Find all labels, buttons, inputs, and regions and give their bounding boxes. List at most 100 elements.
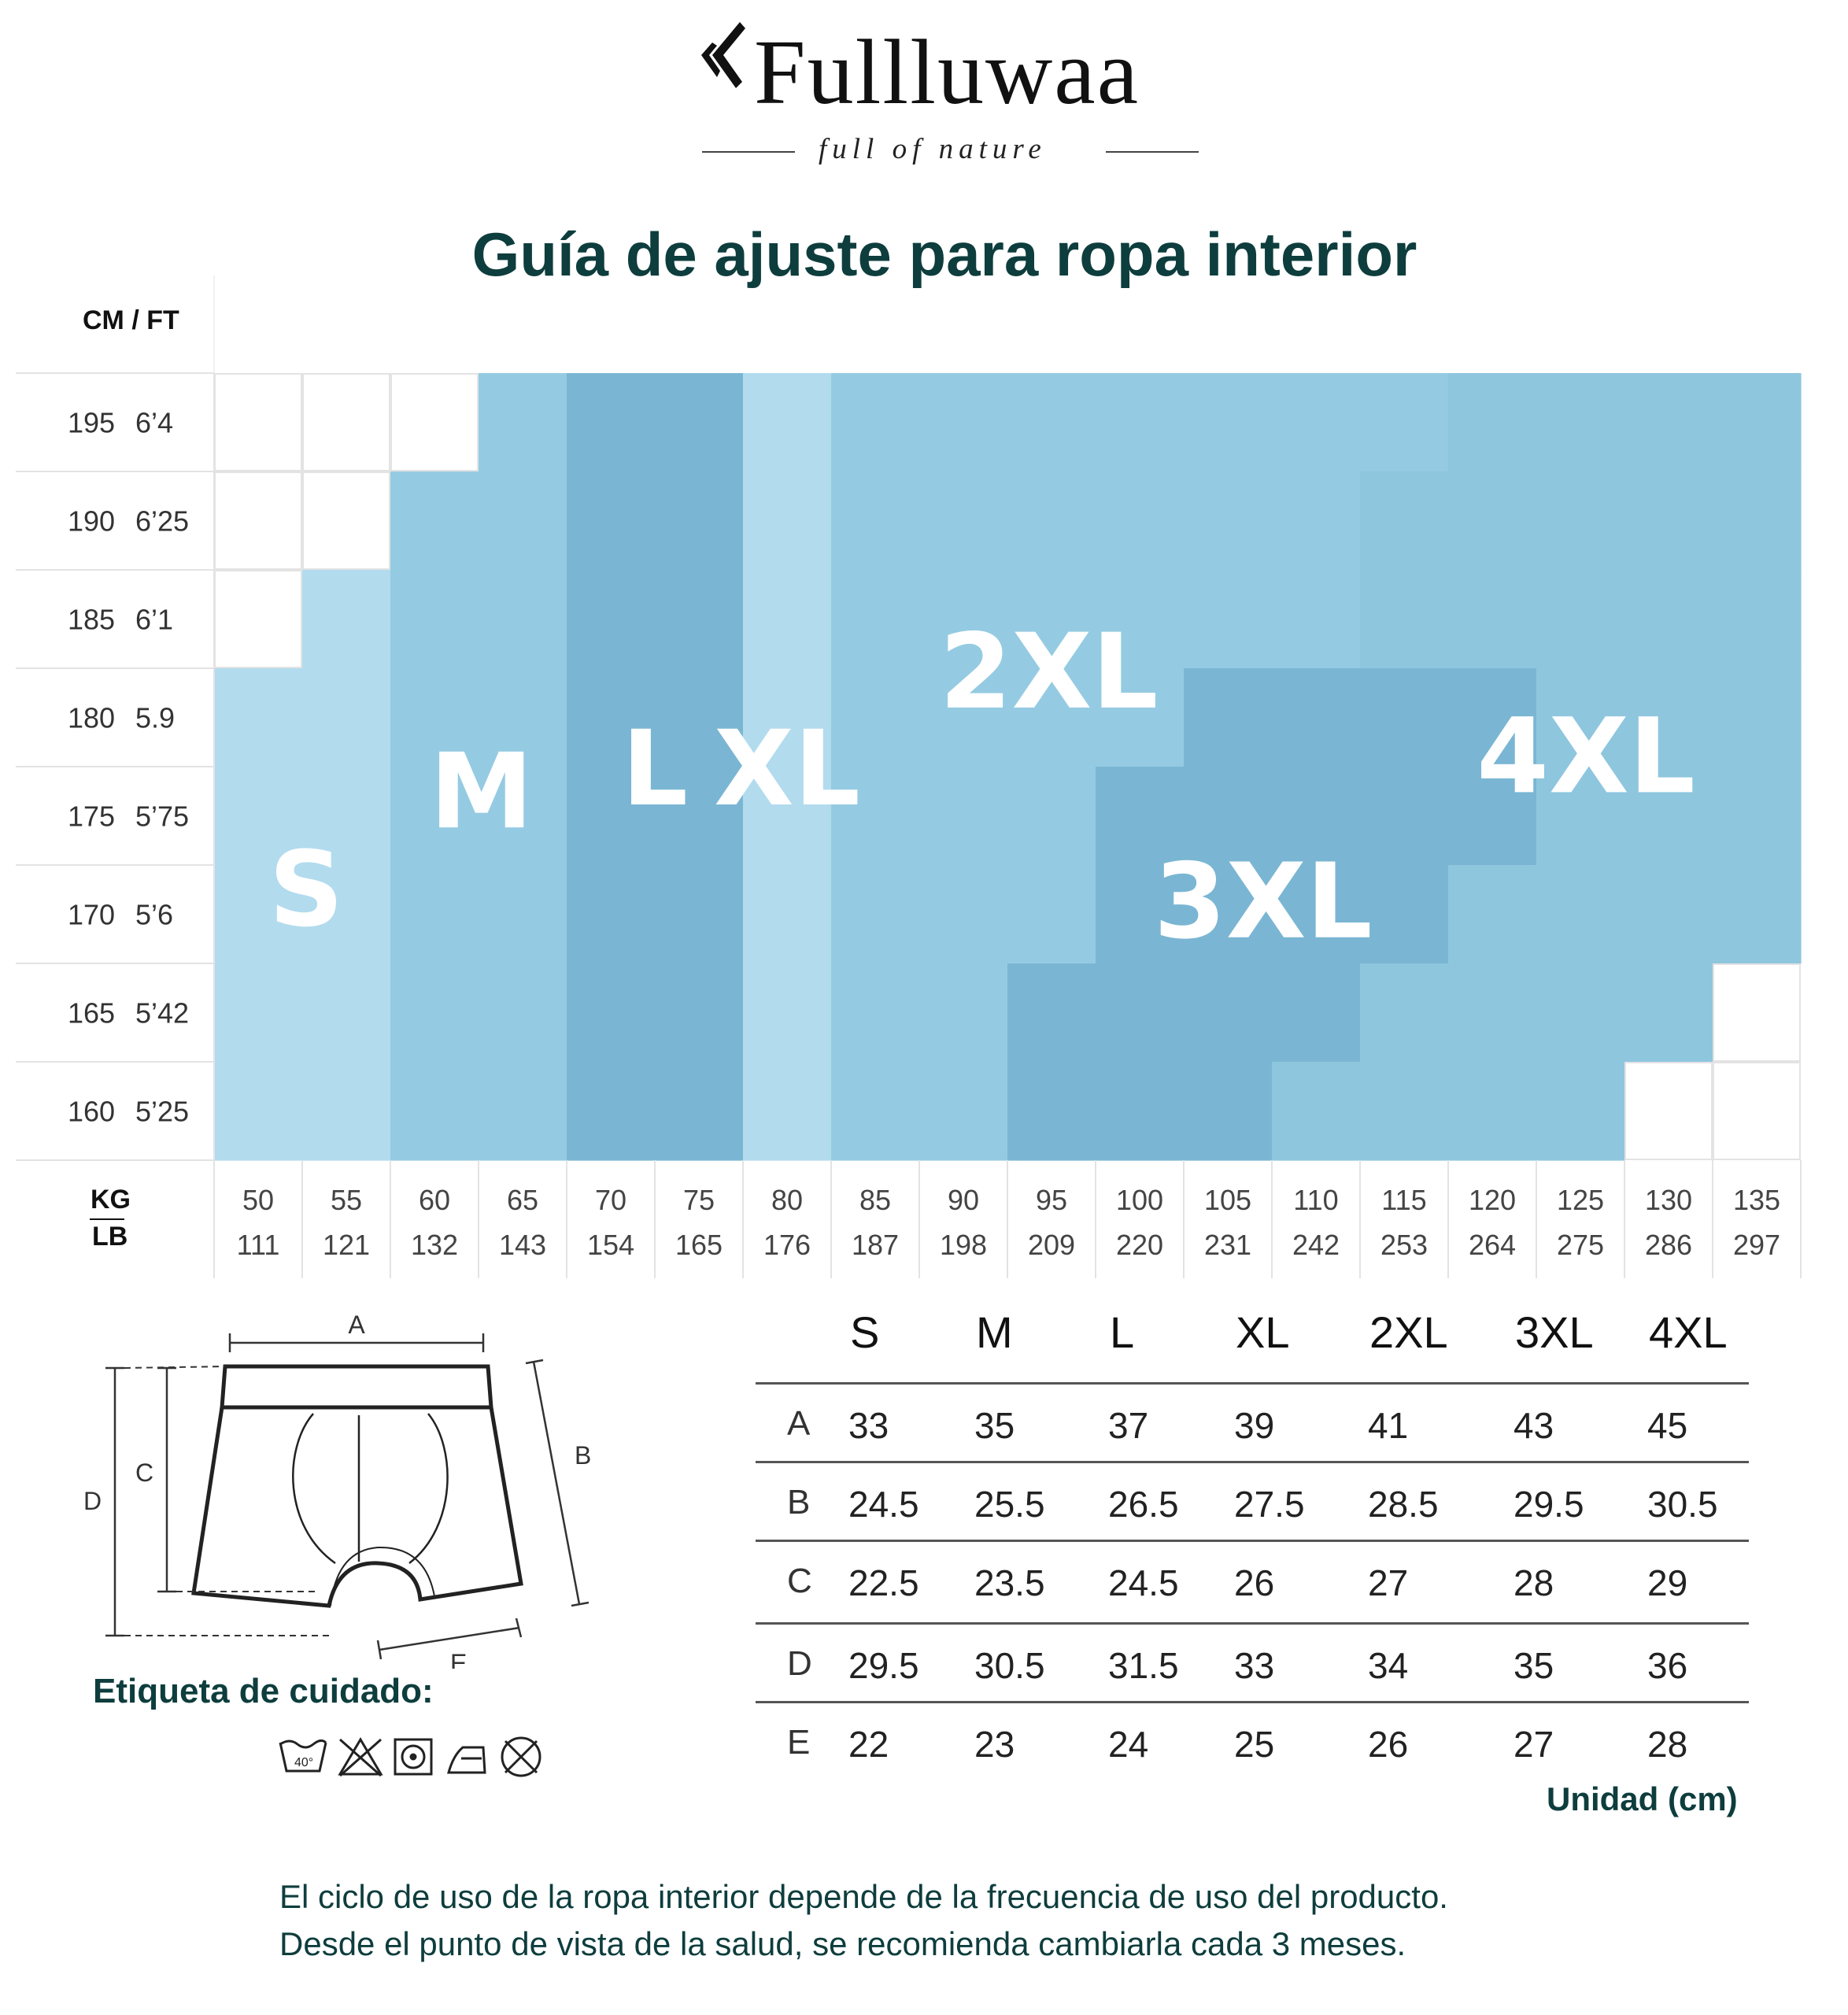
weight-tick-kg: 95 [1036, 1184, 1067, 1216]
size-cell [743, 865, 832, 964]
care-icons-row: 40° [279, 1736, 541, 1777]
size-cell [831, 767, 920, 866]
table-row: E 22 23 24 25 26 27 28 [756, 1704, 1749, 1783]
weight-tick-kg: 105 [1204, 1184, 1251, 1216]
size-cell [214, 1062, 303, 1161]
weight-tick-kg: 80 [771, 1184, 803, 1216]
size-cell [1536, 668, 1625, 767]
size-cell [1096, 570, 1185, 669]
size-cell [1536, 963, 1625, 1063]
size-cell [743, 1062, 832, 1161]
height-tick-ft: 6’1 [135, 604, 173, 636]
table-row: A 33 35 37 39 41 43 45 [756, 1385, 1749, 1464]
size-cell [1624, 865, 1713, 964]
size-cell [1448, 963, 1537, 1063]
table-cell: 22.5 [848, 1562, 919, 1603]
weight-tick-lb: 275 [1557, 1229, 1604, 1261]
size-cell [390, 767, 479, 866]
size-cell [567, 668, 656, 767]
table-cell: 33 [1234, 1645, 1275, 1686]
size-cell [1096, 668, 1185, 767]
weight-tick-lb: 176 [763, 1229, 811, 1261]
table-cell: 28 [1514, 1562, 1554, 1603]
footer-line-1: El ciclo de uso de la ropa interior depe… [279, 1878, 1448, 1915]
height-tick-ft: 5’25 [135, 1096, 189, 1128]
size-cell [1713, 865, 1802, 964]
weight-tick-lb: 111 [237, 1229, 280, 1261]
size-cell [655, 767, 744, 866]
size-cell [479, 471, 567, 571]
height-tick-ft: 5’6 [135, 899, 173, 931]
table-cell: 37 [1108, 1405, 1149, 1446]
weight-tick-lb: 132 [411, 1229, 458, 1261]
table-cell: 43 [1514, 1405, 1554, 1446]
size-cell [919, 668, 1008, 767]
size-cell [655, 1062, 744, 1161]
size-cell [1713, 373, 1802, 472]
page-title: Guía de ajuste para ropa interior [471, 220, 1417, 289]
tagline-rule-left [702, 151, 795, 153]
table-cell: 27.5 [1234, 1484, 1305, 1525]
size-cell [479, 668, 567, 767]
weight-tick-kg: 55 [331, 1184, 362, 1216]
size-cell [1448, 865, 1537, 964]
weight-tick-lb: 253 [1380, 1229, 1428, 1261]
diagram-label-c: C [135, 1459, 153, 1487]
size-cell [479, 1062, 567, 1161]
size-cell [1624, 767, 1713, 866]
empty-cell [214, 570, 302, 668]
size-cell [1448, 471, 1537, 571]
size-cell [1272, 373, 1361, 472]
table-row: B 24.5 25.5 26.5 27.5 28.5 29.5 30.5 [756, 1464, 1749, 1543]
brand-name: Fullluwaa [754, 20, 1140, 124]
weight-tick-kg: 70 [595, 1184, 626, 1216]
size-cell [567, 865, 656, 964]
weight-tick-kg: 115 [1381, 1184, 1426, 1216]
table-cell: 26 [1368, 1724, 1409, 1765]
size-cell [655, 668, 744, 767]
size-cell [1536, 1062, 1625, 1161]
size-cell [1624, 570, 1713, 669]
weight-tick-kg: 50 [242, 1184, 274, 1216]
weight-tick-kg: 120 [1469, 1184, 1516, 1216]
size-cell [302, 668, 391, 767]
weight-tick-lb: 143 [499, 1229, 546, 1261]
height-tick-cm: 190 [68, 505, 115, 538]
weight-tick-kg: 100 [1116, 1184, 1163, 1216]
size-cell [1272, 767, 1361, 866]
size-cell [1713, 668, 1802, 767]
weight-tick-kg: 75 [683, 1184, 715, 1216]
size-cell [567, 767, 656, 866]
size-cell [1360, 668, 1449, 767]
size-cell [1272, 865, 1361, 964]
diagram-label-b: B [575, 1441, 591, 1470]
size-zone-label: M [430, 731, 533, 852]
size-cell [743, 471, 832, 571]
table-cell: 41 [1368, 1405, 1409, 1446]
size-cell [390, 668, 479, 767]
measurement-row-label: D [787, 1644, 812, 1683]
height-tick-ft: 5.9 [135, 702, 175, 734]
size-cell [1007, 1062, 1096, 1161]
weight-tick-lb: 198 [940, 1229, 987, 1261]
size-cell [390, 1062, 479, 1161]
size-cell [1536, 865, 1625, 964]
wash-40-icon: 40° [279, 1739, 327, 1773]
size-zone-label: XL [714, 708, 860, 830]
table-cell: 24 [1108, 1724, 1149, 1765]
size-cell [1713, 471, 1802, 571]
size-cell [831, 570, 920, 669]
height-tick-cm: 175 [68, 800, 115, 833]
height-tick-ft: 5’42 [135, 997, 189, 1030]
no-bleach-icon [338, 1737, 383, 1777]
size-cell [1184, 963, 1273, 1063]
height-tick-cm: 165 [68, 997, 115, 1030]
weight-tick-kg: 85 [859, 1184, 891, 1216]
size-cell [655, 570, 744, 669]
height-tick-ft: 5’75 [135, 800, 189, 833]
table-cell: 36 [1647, 1645, 1688, 1686]
size-cell [479, 767, 567, 866]
size-cell [214, 865, 303, 964]
size-cell [1713, 767, 1802, 866]
height-tick-cm: 180 [68, 702, 115, 734]
